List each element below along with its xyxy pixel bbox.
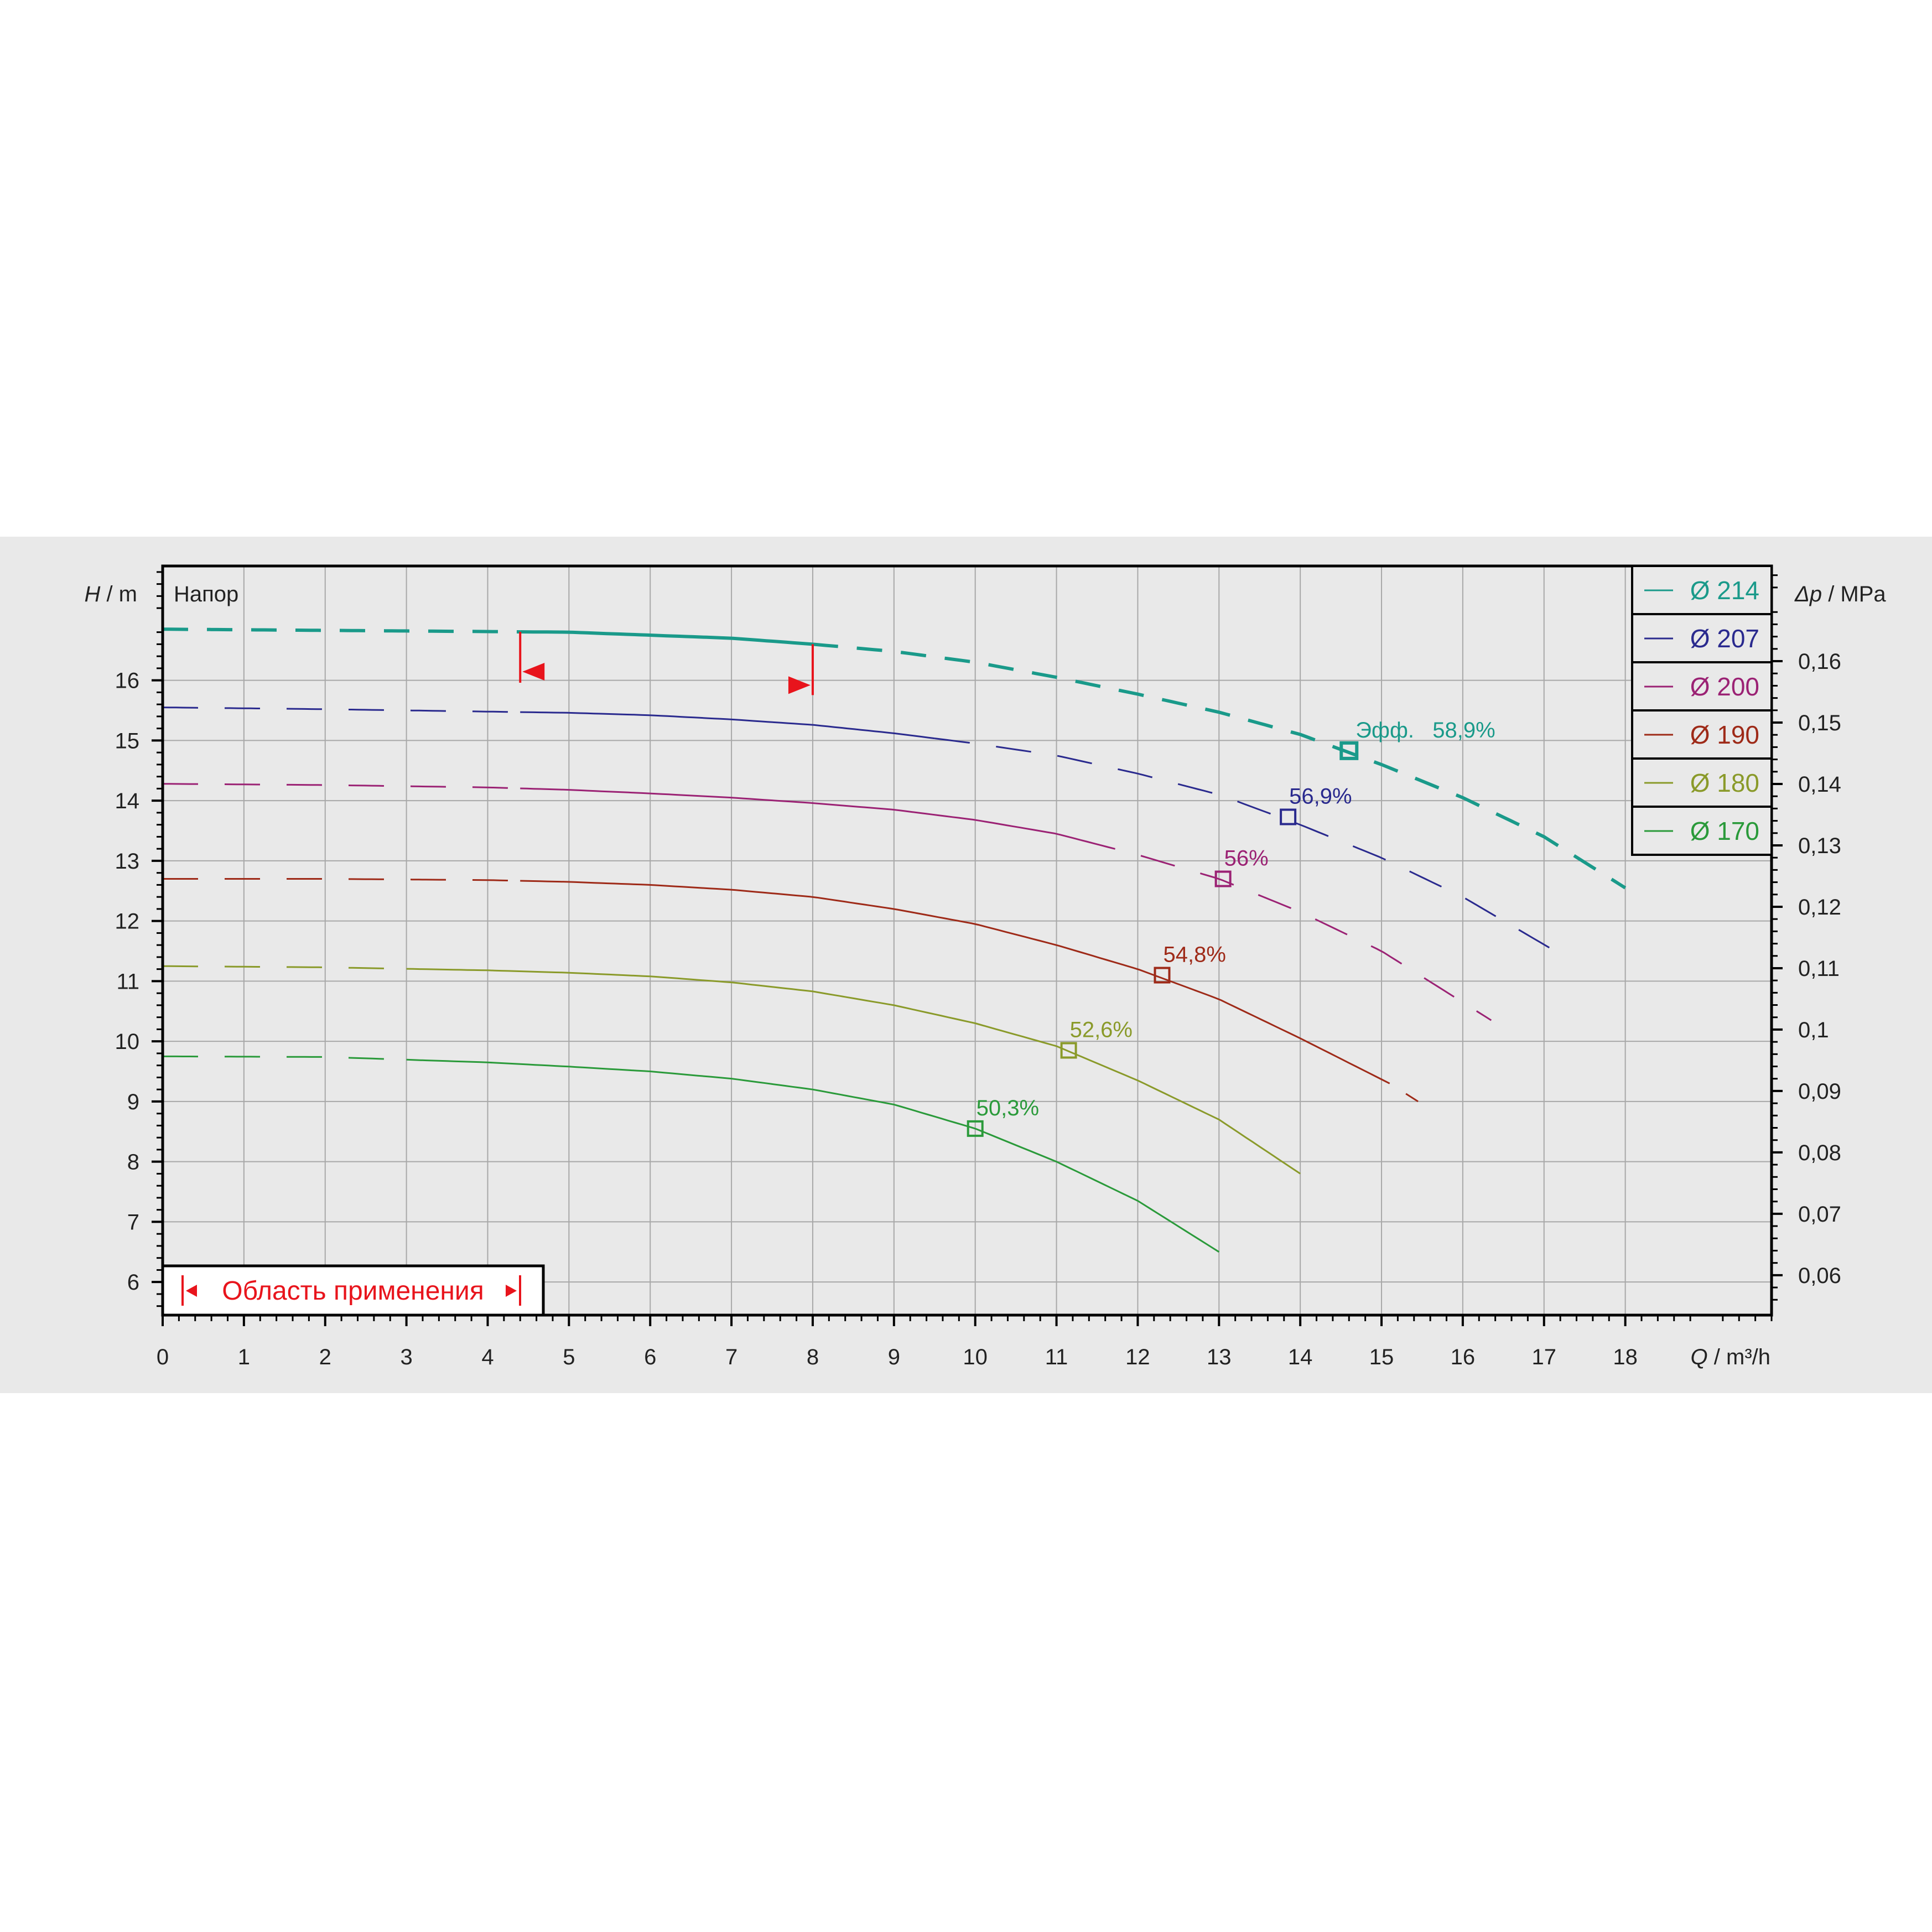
plot-border: [161, 564, 1773, 1317]
x-tick-label: 5: [563, 1345, 575, 1369]
y-axis-title: H / m: [84, 582, 137, 606]
legend-entry-label: Ø 190: [1690, 720, 1759, 749]
x-tick-label: 15: [1369, 1345, 1394, 1369]
y-tick-label: 6: [127, 1270, 139, 1295]
curve-200-segment: [520, 787, 1081, 841]
x-tick-label: 0: [157, 1345, 169, 1369]
x-tick-label: 17: [1532, 1345, 1557, 1369]
curve-180-segment: [406, 968, 1301, 1175]
y-axis-unit: / m: [100, 582, 137, 606]
y-tick-label: 14: [115, 789, 140, 813]
legend-entry-label: Ø 207: [1690, 624, 1759, 653]
bep-marker-200: [1214, 870, 1232, 887]
curve-207-segment: [520, 711, 935, 740]
curve-214-segment: [520, 630, 813, 646]
bep-marker-190: [1154, 967, 1171, 984]
efficiency-label-190: 54,8%: [1163, 943, 1225, 967]
x-axis-title: Q / m³/h: [1691, 1345, 1770, 1369]
bep-marker-214: [1339, 741, 1359, 760]
legend-entry-label: Ø 200: [1690, 672, 1759, 701]
application-range-box: Область применения: [161, 1264, 545, 1317]
y2-tick-label: 0,13: [1798, 834, 1841, 858]
x-tick-label: 11: [1045, 1345, 1068, 1369]
curve-200-segment: [1081, 839, 1492, 1021]
y2-tick-label: 0,1: [1798, 1018, 1829, 1042]
x-tick-label: 6: [644, 1345, 656, 1369]
y-tick-label: 13: [115, 849, 140, 874]
y-tick-label: 9: [127, 1090, 139, 1114]
y2-tick-label: 0,16: [1798, 650, 1841, 674]
legend-entry-label: Ø 170: [1690, 817, 1759, 845]
plot-area: [163, 566, 1772, 1315]
efficiency-points: Эфф. 58,9% 56,9% 56% 54,8% 52,6% 50,3%: [967, 718, 1495, 1137]
legend: Ø 214 Ø 207 Ø 200 Ø 190 Ø 180 Ø 170: [1631, 565, 1773, 856]
x-tick-label: 3: [400, 1345, 412, 1369]
curve-170-segment: [163, 1055, 407, 1061]
x-tick-label: 10: [963, 1345, 988, 1369]
curve-214-segment: [812, 642, 1627, 890]
x-axis-unit: / m³/h: [1708, 1345, 1770, 1369]
y-tick-label: 7: [127, 1210, 139, 1234]
bep-marker-207: [1280, 808, 1297, 825]
legend-entry-label: Ø 180: [1690, 768, 1759, 797]
x-tick-label: 18: [1613, 1345, 1638, 1369]
application-range-min-arrow-icon: [522, 662, 545, 681]
curve-214-segment: [162, 627, 521, 633]
curve-180-segment: [162, 965, 407, 970]
y-tick-label: 8: [127, 1150, 139, 1175]
application-range-label: Область применения: [222, 1276, 484, 1306]
curve-170-segment: [406, 1058, 1220, 1253]
y2-tick-label: 0,15: [1798, 711, 1841, 735]
y2-tick-label: 0,06: [1798, 1264, 1841, 1288]
bep-marker-170: [967, 1120, 984, 1137]
grid-lines: [163, 566, 1772, 1315]
x-tick-label: 4: [481, 1345, 494, 1369]
efficiency-label-170: 50,3%: [977, 1096, 1039, 1120]
x-tick-label: 7: [725, 1345, 738, 1369]
y2-tick-label: 0,11: [1798, 957, 1840, 981]
performance-curves: [162, 627, 1627, 1253]
x-tick-label: 9: [888, 1345, 900, 1369]
y2-axis-symbol: Δp: [1794, 582, 1822, 606]
curve-207-segment: [934, 738, 1561, 955]
application-range-right-arrow-icon: [506, 1285, 517, 1297]
efficiency-label-200: 56%: [1224, 846, 1269, 871]
bep-marker-180: [1060, 1042, 1077, 1059]
efficiency-label-214: Эфф. 58,9%: [1355, 718, 1495, 742]
application-range-markers: [519, 631, 814, 695]
application-range-left-arrow-icon: [186, 1285, 197, 1297]
axis-ticks: [152, 571, 1783, 1326]
curve-190-segment: [520, 880, 1390, 1084]
application-range-frame: [161, 1264, 545, 1317]
y-tick-label: 11: [116, 969, 139, 994]
y2-tick-label: 0,12: [1798, 895, 1841, 920]
y2-tick-label: 0,14: [1798, 772, 1841, 797]
y-tick-label: 10: [115, 1030, 140, 1054]
y-tick-label: 12: [115, 910, 140, 934]
x-tick-label: 16: [1451, 1345, 1476, 1369]
efficiency-label-207: 56,9%: [1289, 785, 1352, 809]
x-tick-label: 1: [238, 1345, 250, 1369]
application-range-max-arrow-icon: [788, 676, 811, 694]
y2-tick-label: 0,09: [1798, 1079, 1841, 1104]
x-tick-label: 12: [1125, 1345, 1150, 1369]
y-axis-symbol: H: [84, 582, 100, 606]
y2-tick-label: 0,07: [1798, 1202, 1841, 1227]
legend-entry-label: Ø 214: [1690, 576, 1759, 605]
y-tick-label: 16: [115, 669, 140, 693]
x-tick-label: 13: [1207, 1345, 1232, 1369]
axis-tick-labels: 0 1 2 3 4 5 6 7 8 9 10 11 12 13 14 15 16 17 18678910111213…: [115, 650, 1841, 1369]
x-tick-label: 8: [807, 1345, 819, 1369]
curve-190-segment: [1405, 1093, 1419, 1103]
x-tick-label: 14: [1288, 1345, 1313, 1369]
x-axis-symbol: Q: [1691, 1345, 1708, 1369]
chart-title: Напор: [174, 582, 238, 606]
y2-axis-title: Δp / MPa: [1794, 582, 1886, 606]
y2-axis-unit: / MPa: [1822, 582, 1886, 606]
y-tick-label: 15: [115, 729, 140, 753]
efficiency-label-180: 52,6%: [1070, 1017, 1133, 1042]
x-tick-label: 2: [319, 1345, 331, 1369]
y2-tick-label: 0,08: [1798, 1141, 1841, 1165]
